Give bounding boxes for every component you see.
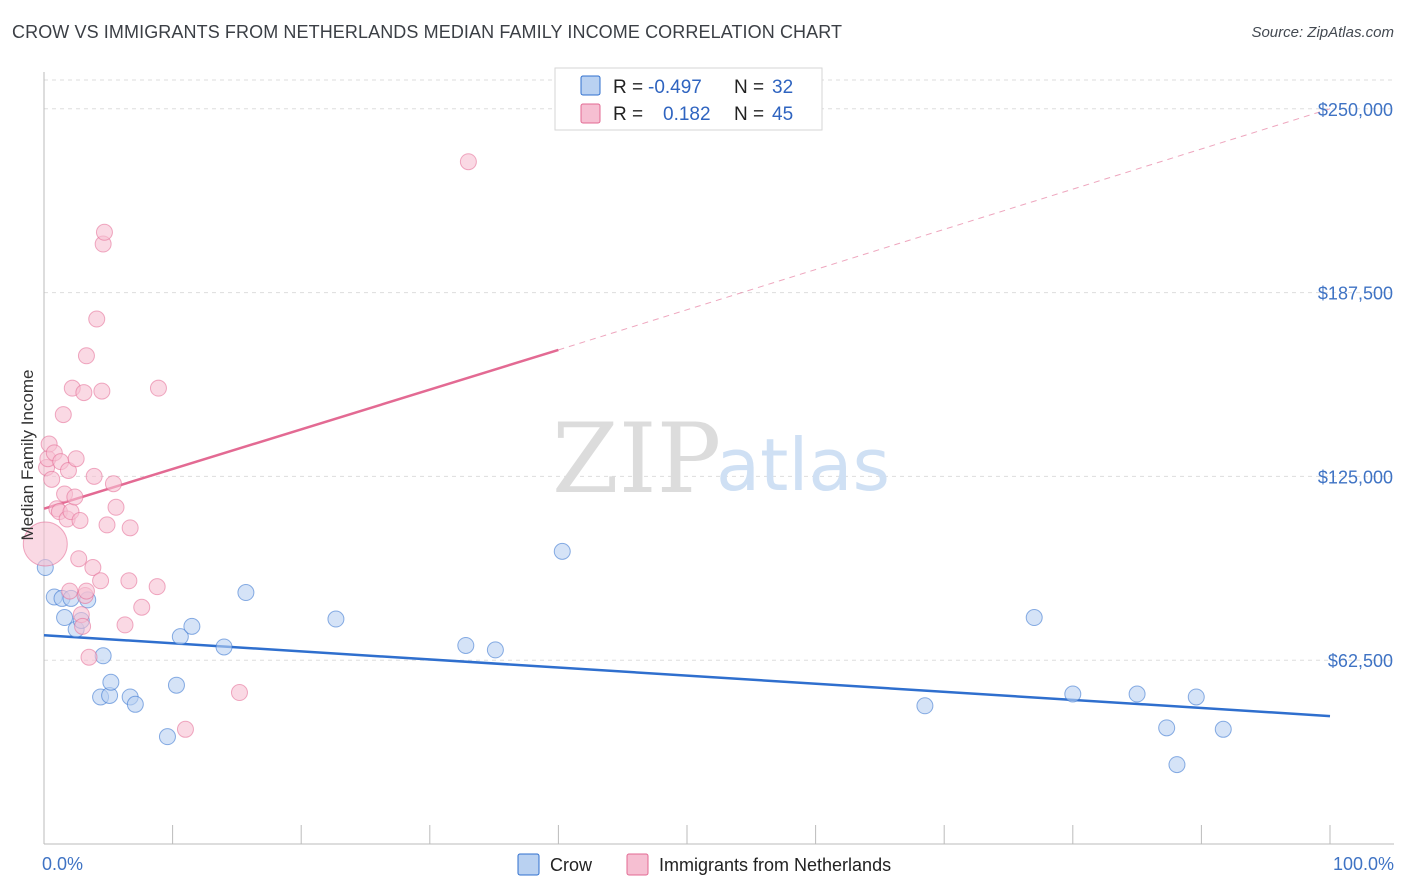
point-netherlands-21 xyxy=(74,617,92,635)
point-crow-26 xyxy=(1064,685,1082,703)
point-netherlands-41 xyxy=(148,578,166,596)
point-crow-14 xyxy=(158,728,176,746)
legend-r-value-crow: -0.497 xyxy=(648,77,702,98)
point-netherlands-25 xyxy=(77,347,95,365)
point-netherlands-40 xyxy=(133,598,151,616)
x-tick-label-min: 0.0% xyxy=(42,854,83,874)
legend-r-label-crow: R = xyxy=(613,77,643,98)
point-crow-15 xyxy=(167,676,185,694)
point-netherlands-19 xyxy=(71,511,89,529)
legend-swatch-crow xyxy=(580,75,601,96)
legend-n-value-crow: 32 xyxy=(772,77,793,98)
x-tick-label-max: 100.0% xyxy=(1333,854,1394,874)
point-netherlands-38 xyxy=(120,572,138,590)
point-crow-3 xyxy=(56,609,74,627)
point-netherlands-28 xyxy=(85,467,103,485)
point-netherlands-30 xyxy=(92,572,110,590)
point-crow-17 xyxy=(183,617,201,635)
legend-r-label-netherlands: R = xyxy=(613,104,643,125)
point-netherlands-39 xyxy=(121,519,139,537)
bottom-legend: Crow Immigrants from Netherlands xyxy=(517,853,891,876)
point-netherlands-16 xyxy=(66,488,84,506)
point-netherlands-45 xyxy=(459,153,477,171)
point-crow-28 xyxy=(1158,719,1176,737)
bottom-legend-label-netherlands: Immigrants from Netherlands xyxy=(659,855,891,875)
point-netherlands-22 xyxy=(75,384,93,402)
point-netherlands-27 xyxy=(84,559,102,577)
legend-r-value-netherlands: 0.182 xyxy=(663,104,711,125)
axes xyxy=(43,72,1394,845)
point-crow-19 xyxy=(237,584,255,602)
point-netherlands-13 xyxy=(61,582,79,600)
point-crow-8 xyxy=(94,647,112,665)
y-tick-label-0: $62,500 xyxy=(1328,651,1393,671)
point-netherlands-44 xyxy=(230,684,248,702)
point-netherlands-17 xyxy=(67,450,85,468)
trend-line-netherlands-extension xyxy=(558,108,1331,351)
legend-swatch-netherlands xyxy=(580,103,601,124)
point-netherlands-36 xyxy=(107,498,125,516)
source-label: Source: ZipAtlas.com xyxy=(1251,24,1394,41)
point-netherlands-26 xyxy=(80,648,98,666)
y-tick-label-2: $187,500 xyxy=(1318,284,1393,304)
point-crow-29 xyxy=(1168,756,1186,774)
point-crow-24 xyxy=(916,697,934,715)
trend-line-netherlands xyxy=(43,348,559,510)
watermark-atlas: atlas xyxy=(716,423,890,507)
y-axis-label: Median Family Income xyxy=(18,369,37,540)
point-netherlands-37 xyxy=(116,616,134,634)
point-crow-18 xyxy=(215,638,233,656)
point-netherlands-18 xyxy=(70,550,88,568)
point-crow-21 xyxy=(457,636,475,654)
point-crow-27 xyxy=(1128,685,1146,703)
legend-n-value-netherlands: 45 xyxy=(772,104,793,125)
point-netherlands-12 xyxy=(59,461,77,479)
point-crow-13 xyxy=(126,695,144,713)
point-crow-20 xyxy=(327,610,345,628)
trend-lines xyxy=(43,108,1331,718)
point-netherlands-4 xyxy=(43,470,61,488)
y-tick-label-3: $250,000 xyxy=(1318,100,1393,120)
point-netherlands-29 xyxy=(88,310,106,328)
point-netherlands-0 xyxy=(22,521,68,567)
point-netherlands-34 xyxy=(98,516,116,534)
point-crow-31 xyxy=(1214,720,1232,738)
legend-n-label-netherlands: N = xyxy=(734,104,764,125)
point-crow-11 xyxy=(102,673,120,691)
legend-n-label-crow: N = xyxy=(734,77,764,98)
gridlines xyxy=(44,79,1394,661)
point-netherlands-42 xyxy=(149,379,167,397)
bottom-legend-swatch-crow xyxy=(517,853,540,876)
y-tick-label-1: $125,000 xyxy=(1318,467,1393,487)
x-tick-labels: 0.0% 100.0% xyxy=(42,854,1394,874)
trend-line-crow xyxy=(43,633,1331,718)
point-netherlands-43 xyxy=(176,720,194,738)
point-crow-22 xyxy=(486,641,504,659)
chart-title: CROW VS IMMIGRANTS FROM NETHERLANDS MEDI… xyxy=(12,22,843,42)
watermark: ZIP atlas xyxy=(552,403,890,515)
bottom-legend-swatch-netherlands xyxy=(626,853,649,876)
watermark-zip: ZIP xyxy=(552,403,721,515)
point-netherlands-24 xyxy=(77,582,95,600)
point-crow-25 xyxy=(1025,609,1043,627)
data-points xyxy=(22,153,1232,774)
point-crow-30 xyxy=(1187,688,1205,706)
y-tick-labels: $62,500 $125,000 $187,500 $250,000 xyxy=(1318,100,1393,671)
point-crow-16 xyxy=(171,628,189,646)
bottom-legend-label-crow: Crow xyxy=(550,855,593,875)
point-crow-23 xyxy=(553,542,571,560)
point-netherlands-31 xyxy=(93,382,111,400)
point-netherlands-9 xyxy=(54,406,72,424)
point-netherlands-35 xyxy=(104,475,122,493)
legend: R = -0.497 N = 32 R = 0.182 N = 45 xyxy=(554,67,823,131)
point-netherlands-33 xyxy=(95,223,113,241)
